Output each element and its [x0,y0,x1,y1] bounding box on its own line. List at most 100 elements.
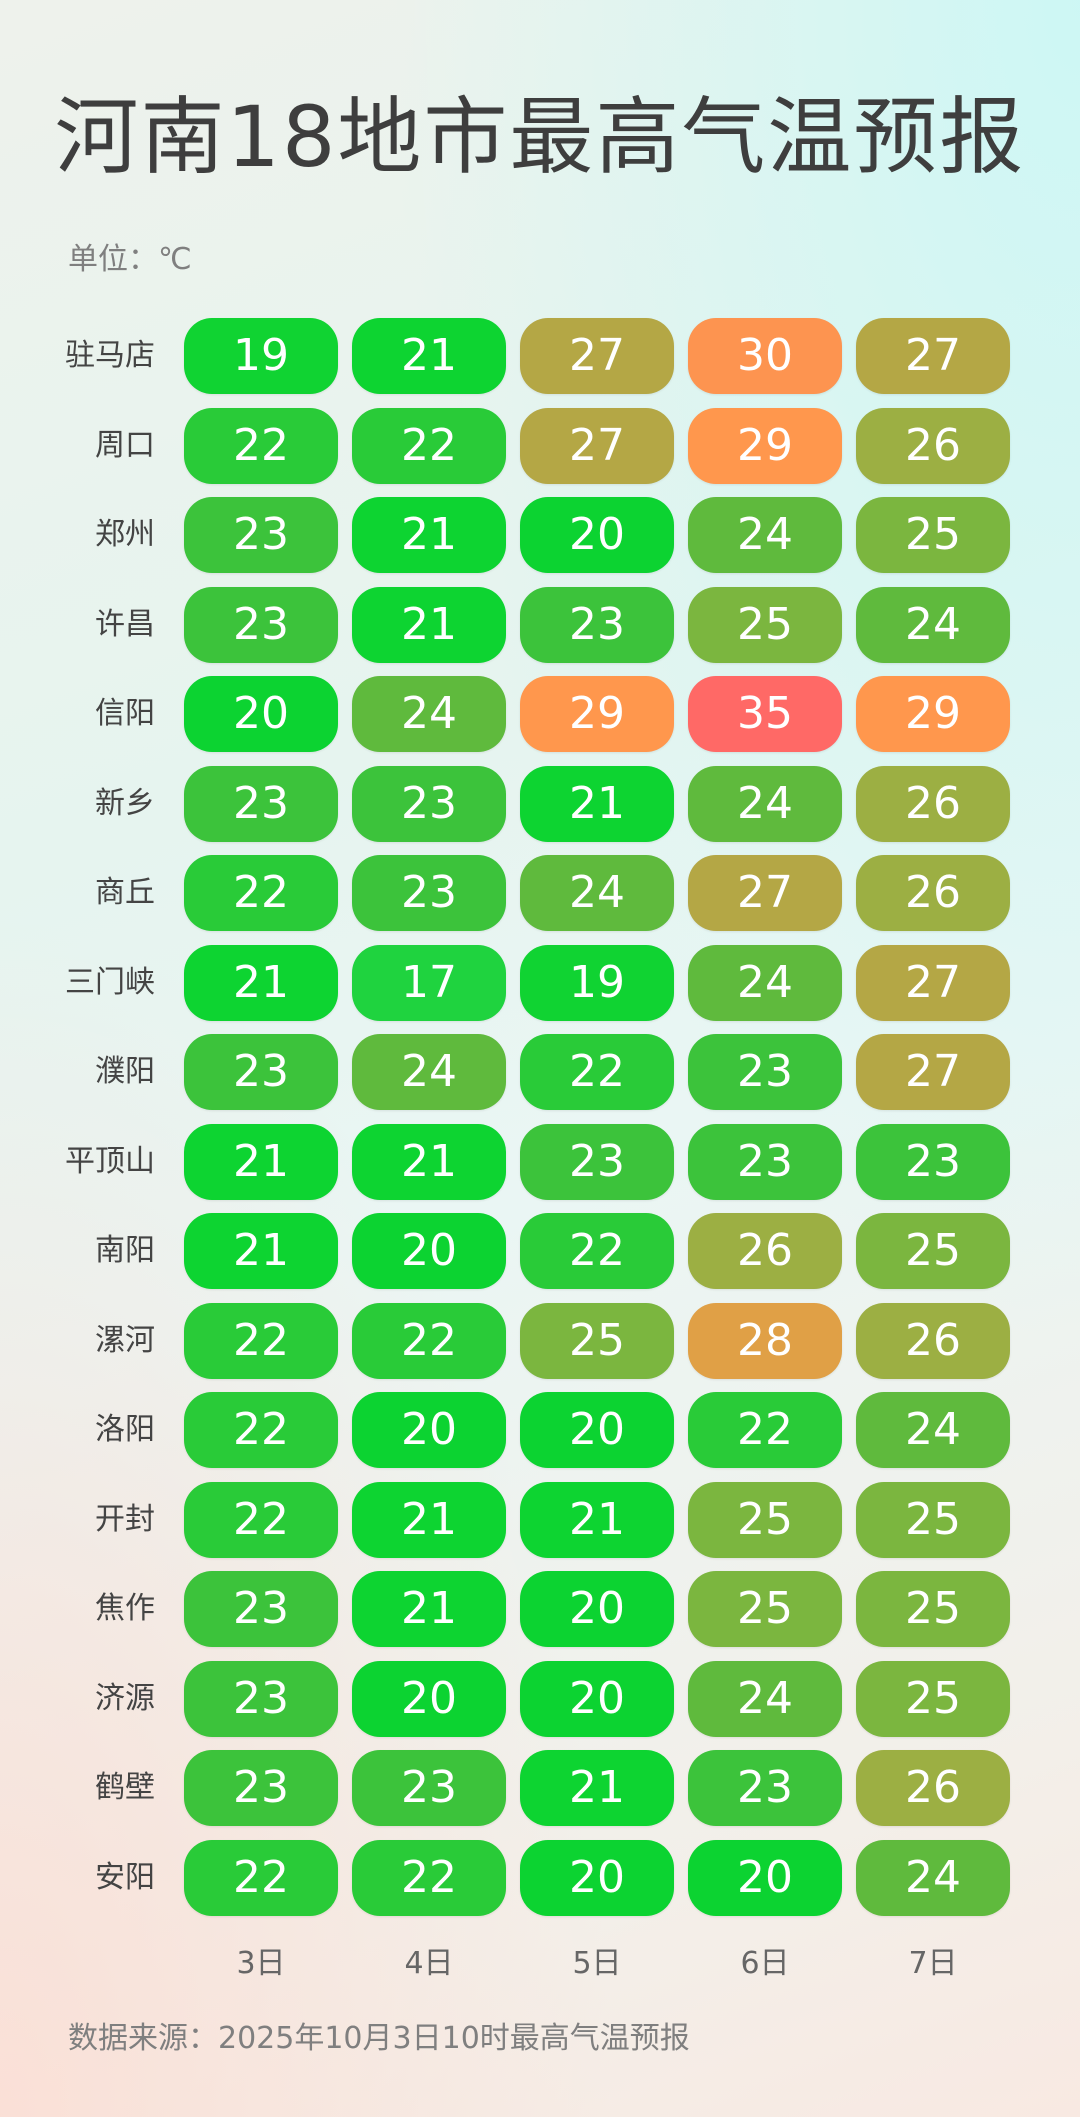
temperature-cell: 24 [688,765,842,842]
temperature-cell: 23 [184,1750,338,1826]
temperature-cell: 21 [352,318,506,394]
temperature-cell: 20 [352,1660,506,1737]
column-label: 3日 [236,1946,286,1981]
temperature-cell: 21 [520,1481,674,1558]
temperature-cell: 26 [856,765,1010,842]
row-label: 濮阳 [95,1054,155,1089]
temperature-cell: 23 [520,586,674,663]
temperature-cell: 24 [856,1839,1010,1916]
temperature-cell: 17 [352,944,506,1021]
temperature-cell: 20 [352,1213,506,1289]
temperature-cell: 25 [688,586,842,663]
temperature-cell: 27 [856,1034,1010,1110]
temperature-cell: 23 [352,1750,506,1826]
temperature-cell: 20 [352,1392,506,1468]
row-label: 商丘 [95,875,155,910]
column-label: 5日 [572,1946,622,1981]
row-label: 开封 [95,1501,155,1537]
temperature-cell: 22 [184,1839,338,1916]
temperature-cell: 23 [352,765,506,842]
temperature-cell: 22 [520,1034,674,1110]
temperature-cell: 22 [184,1392,338,1468]
temperature-cell: 25 [688,1571,842,1647]
temperature-cell: 25 [856,1571,1010,1647]
temperature-cell: 30 [688,318,842,394]
temperature-cell: 21 [520,765,674,842]
temperature-cell: 20 [688,1839,842,1916]
temperature-cell: 21 [352,586,506,663]
temperature-cell: 23 [184,1034,338,1110]
temperature-cell: 21 [352,497,506,573]
temperature-cell: 19 [520,944,674,1021]
temperature-cell: 20 [520,497,674,573]
temperature-cell: 23 [184,586,338,663]
temperature-cell: 26 [856,1750,1010,1826]
temperature-cell: 24 [688,1660,842,1737]
row-label: 驻马店 [65,338,155,373]
temperature-cell: 24 [688,497,842,573]
temperature-cell: 20 [520,1660,674,1737]
temperature-cell: 21 [520,1750,674,1826]
temperature-cell: 21 [352,1123,506,1200]
temperature-cell: 20 [184,676,338,752]
temperature-cell: 20 [520,1392,674,1468]
temperature-cell: 23 [688,1123,842,1200]
unit-label: 单位：℃ [68,242,192,277]
temperature-cell: 25 [856,1660,1010,1737]
temperature-cell: 22 [520,1213,674,1289]
temperature-cell: 21 [352,1481,506,1558]
temperature-cell: 22 [352,1302,506,1379]
row-label: 漯河 [95,1322,155,1358]
temperature-cell: 24 [856,1392,1010,1468]
temperature-cell: 19 [184,318,338,394]
temperature-cell: 24 [520,855,674,931]
temperature-cell: 26 [856,855,1010,931]
temperature-cell: 22 [184,407,338,484]
temperature-cell: 28 [688,1302,842,1379]
temperature-cell: 25 [520,1302,674,1379]
data-source-note: 数据来源：2025年10月3日10时最高气温预报 [68,2021,690,2056]
temperature-cell: 25 [856,497,1010,573]
temperature-cell: 20 [520,1571,674,1647]
temperature-cell: 23 [688,1750,842,1826]
temperature-cell: 21 [184,944,338,1021]
temperature-cell: 29 [856,676,1010,752]
column-label: 7日 [908,1946,958,1981]
temperature-cell: 21 [352,1571,506,1647]
temperature-cell: 22 [184,1481,338,1558]
temperature-cell: 29 [520,676,674,752]
temperature-cell: 35 [688,676,842,752]
temperature-cell: 25 [688,1481,842,1558]
temperature-cell: 21 [184,1213,338,1289]
temperature-cell: 23 [352,855,506,931]
temperature-cell: 20 [520,1839,674,1916]
row-label: 信阳 [95,696,155,731]
row-label: 焦作 [95,1591,155,1626]
row-label: 平顶山 [65,1143,155,1179]
temperature-cell: 22 [184,855,338,931]
temperature-cell: 21 [184,1123,338,1200]
column-label: 4日 [404,1946,454,1981]
temperature-cell: 22 [184,1302,338,1379]
temperature-cell: 27 [520,407,674,484]
row-label: 许昌 [95,606,155,642]
temperature-cell: 22 [688,1392,842,1468]
row-label: 鹤壁 [95,1770,155,1805]
temperature-cell: 27 [856,318,1010,394]
temperature-cell: 27 [520,318,674,394]
temperature-cell: 22 [352,407,506,484]
temperature-cell: 23 [184,765,338,842]
temperature-cell: 24 [352,676,506,752]
temperature-cell: 27 [856,944,1010,1021]
column-label: 6日 [740,1946,790,1981]
row-label: 郑州 [95,517,155,552]
chart-title: 河南18地市最高气温预报 [54,88,1026,186]
temperature-cell: 24 [688,944,842,1021]
temperature-cell: 23 [184,1660,338,1737]
row-label: 洛阳 [95,1412,155,1447]
temperature-cell: 27 [688,855,842,931]
temperature-cell: 23 [856,1123,1010,1200]
temperature-cell: 23 [688,1034,842,1110]
temperature-cell: 26 [856,1302,1010,1379]
row-label: 安阳 [95,1859,155,1895]
